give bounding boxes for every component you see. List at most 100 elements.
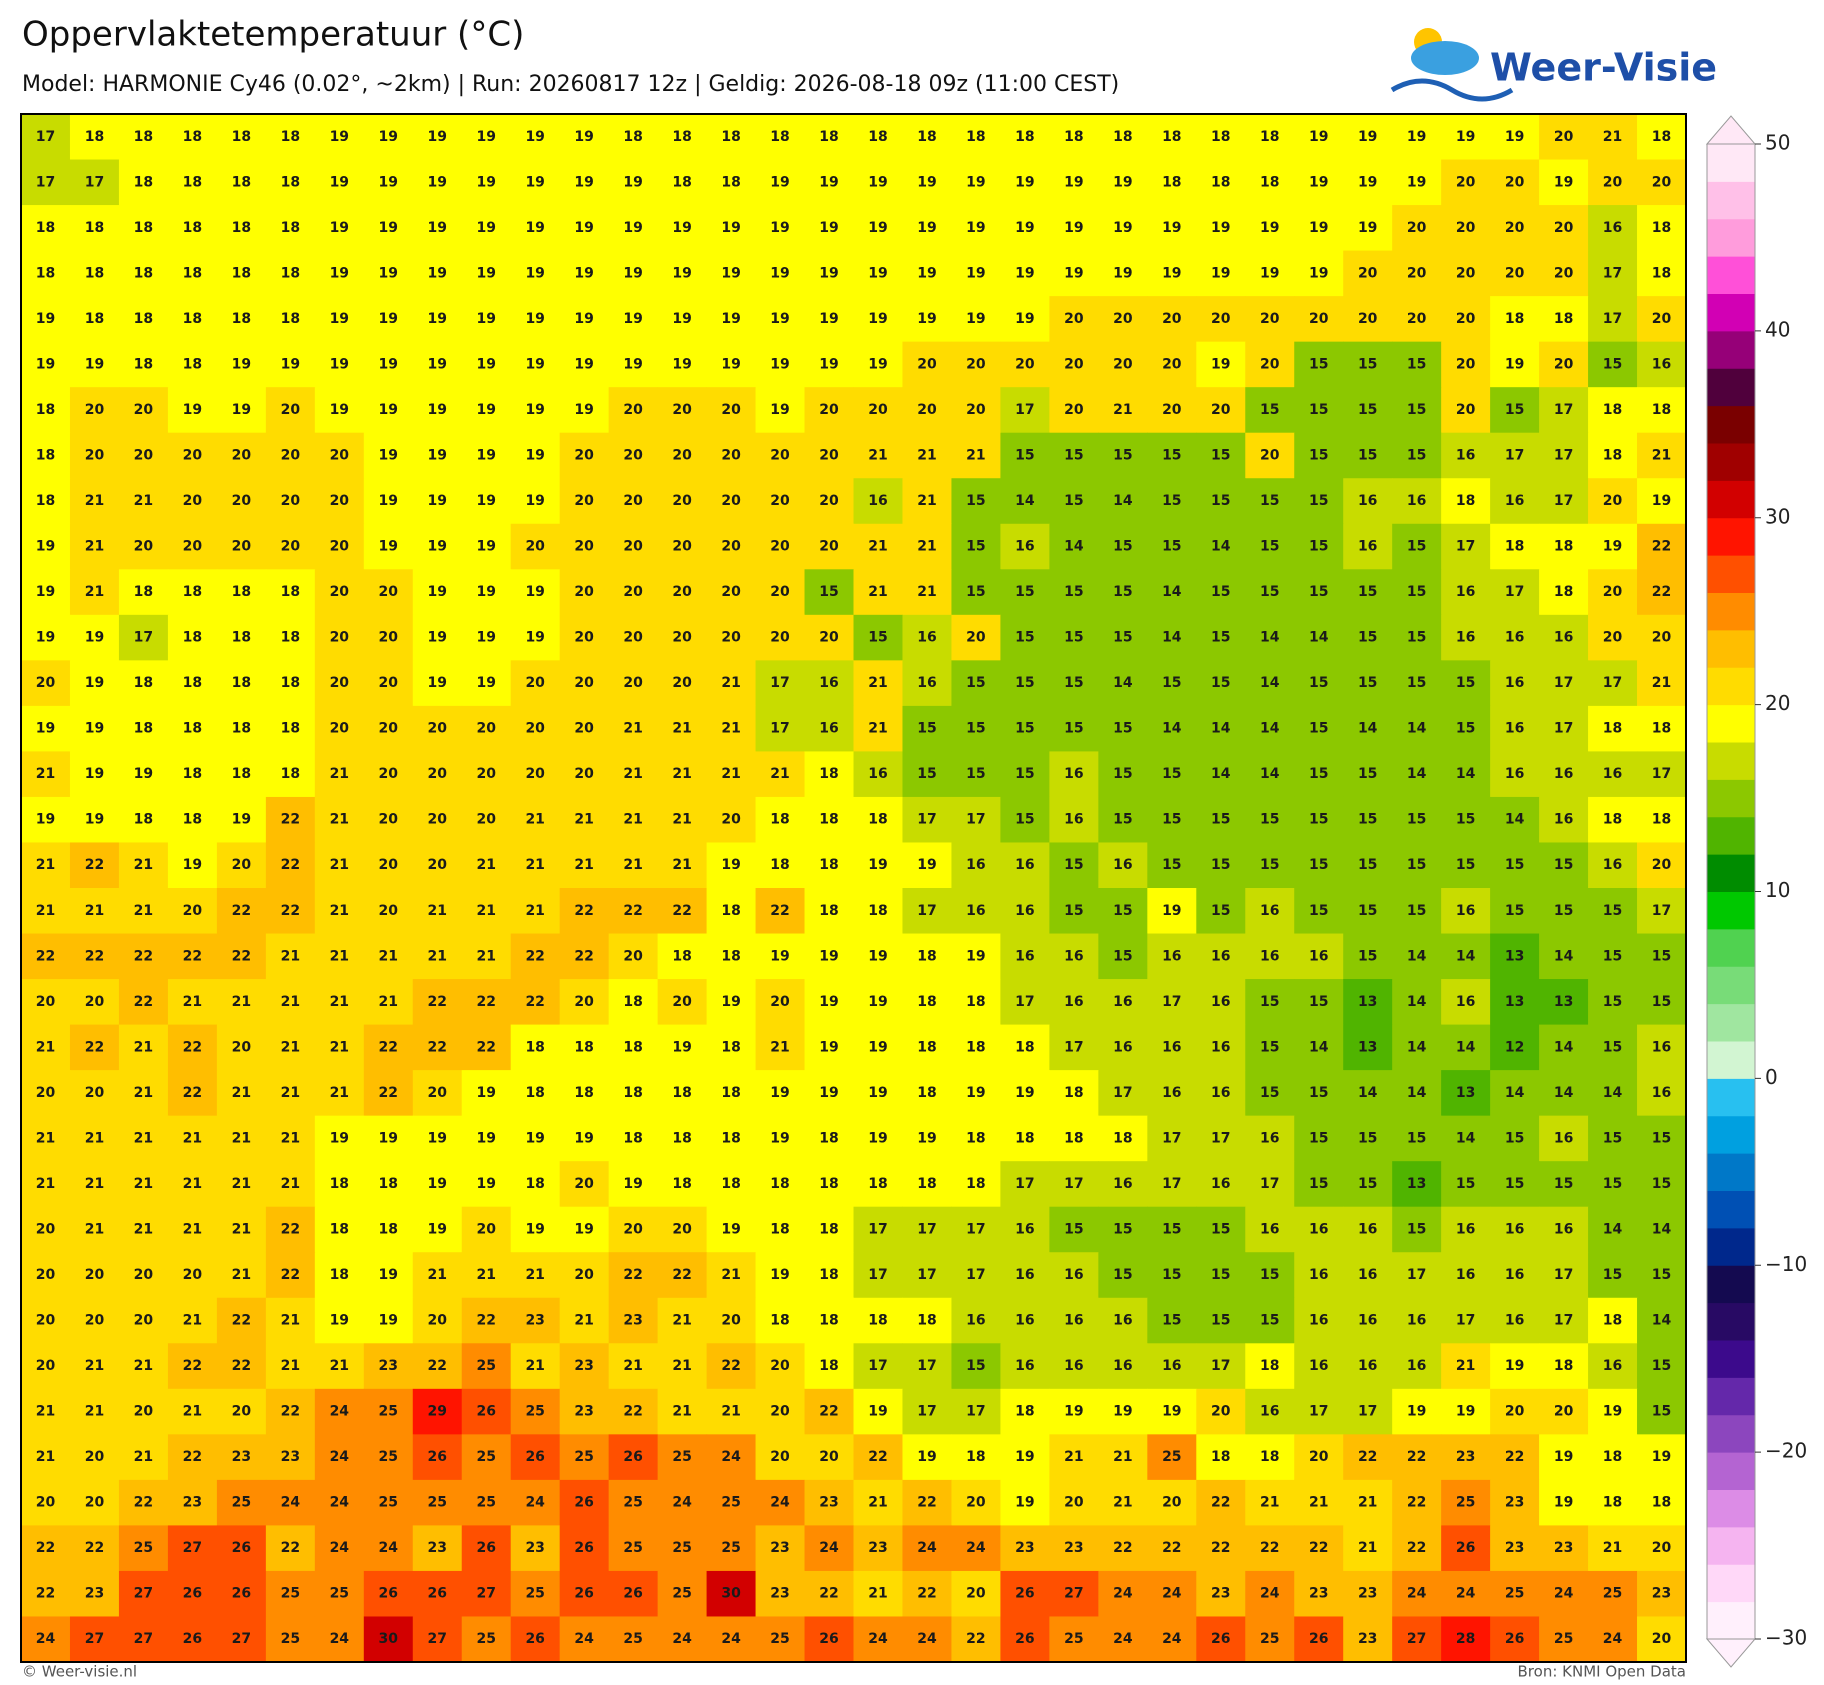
temp-cell	[1539, 114, 1589, 161]
temp-cell	[804, 1024, 854, 1071]
temp-cell	[1196, 933, 1246, 980]
temp-cell	[1637, 205, 1687, 252]
temp-label: 27	[476, 1586, 495, 1602]
temp-label: 19	[1162, 1404, 1181, 1420]
temp-label: 19	[428, 493, 447, 509]
temp-label: 19	[1064, 1404, 1083, 1420]
temp-cell	[706, 660, 757, 707]
temp-label: 20	[1456, 311, 1476, 327]
temp-label: 17	[1260, 1176, 1279, 1192]
temp-label: 22	[1505, 1449, 1524, 1465]
temp-cell	[706, 1206, 757, 1253]
temp-label: 17	[1554, 1313, 1573, 1329]
temp-cell	[1441, 159, 1491, 206]
temp-label: 16	[1407, 1313, 1426, 1329]
temp-label: 23	[868, 1540, 887, 1556]
temp-label: 20	[1358, 265, 1378, 281]
temp-cell	[314, 1388, 365, 1435]
temp-cell	[216, 1024, 267, 1071]
temp-label: 18	[1162, 174, 1181, 190]
temp-label: 20	[134, 1267, 154, 1283]
temp-cell	[1637, 159, 1687, 206]
temp-cell	[951, 1115, 1001, 1162]
temp-cell	[1539, 1570, 1589, 1617]
temp-cell	[412, 1024, 463, 1071]
temp-cell	[1000, 796, 1050, 843]
colorbar-band	[1707, 742, 1755, 780]
temp-cell	[804, 478, 854, 525]
temp-cell	[314, 1252, 365, 1299]
temp-label: 21	[721, 1267, 740, 1283]
temp-cell	[167, 1070, 218, 1117]
temp-label: 19	[476, 356, 495, 372]
temp-label: 25	[379, 1495, 398, 1511]
temp-label: 19	[966, 1085, 985, 1101]
temp-label: 20	[1309, 1449, 1329, 1465]
temp-cell	[1245, 888, 1295, 935]
temp-label: 17	[1407, 1267, 1426, 1283]
temp-label: 21	[623, 812, 642, 828]
temp-label: 20	[966, 402, 986, 418]
temp-label: 21	[36, 1176, 55, 1192]
temp-cell	[461, 1297, 512, 1344]
temp-cell	[1294, 1343, 1344, 1390]
temp-label: 18	[330, 1267, 349, 1283]
temp-cell	[314, 1525, 365, 1572]
temp-cell	[1196, 1252, 1246, 1299]
temp-label: 21	[917, 584, 936, 600]
temp-cell	[853, 1570, 903, 1617]
temp-label: 20	[1505, 220, 1525, 236]
temp-label: 15	[966, 721, 985, 737]
temp-cell	[216, 387, 267, 434]
temp-cell	[1196, 1479, 1246, 1526]
temp-label: 15	[1309, 766, 1328, 782]
temp-cell	[902, 660, 952, 707]
temp-cell	[657, 979, 708, 1026]
temp-cell	[559, 432, 610, 479]
temp-label: 20	[966, 356, 986, 372]
temp-label: 19	[574, 1130, 593, 1146]
temp-label: 18	[1652, 1495, 1671, 1511]
temp-cell	[1539, 478, 1589, 525]
temp-label: 14	[1554, 1085, 1574, 1101]
temp-cell	[559, 1161, 610, 1208]
temp-cell	[167, 523, 218, 570]
temp-label: 23	[1064, 1540, 1083, 1556]
temp-cell	[167, 1252, 218, 1299]
temp-label: 14	[1162, 721, 1182, 737]
temp-label: 19	[770, 948, 789, 964]
temp-label: 19	[1309, 129, 1328, 145]
temp-cell	[412, 888, 463, 935]
temp-label: 24	[1603, 1631, 1623, 1647]
temp-cell	[1245, 1525, 1295, 1572]
temp-label: 20	[574, 539, 594, 555]
temp-cell	[657, 569, 708, 616]
temp-label: 15	[1358, 948, 1377, 964]
temp-cell	[1049, 1479, 1099, 1526]
temp-label: 22	[281, 903, 300, 919]
temp-cell	[608, 205, 659, 252]
temp-cell	[1392, 1161, 1442, 1208]
temp-cell	[1392, 796, 1442, 843]
temp-cell	[363, 114, 414, 161]
temp-label: 15	[1554, 857, 1573, 873]
temp-label: 21	[330, 857, 349, 873]
colorbar-band	[1707, 144, 1755, 182]
temp-cell	[216, 341, 267, 388]
temp-cell	[1441, 1616, 1491, 1663]
temp-cell	[1588, 796, 1638, 843]
temp-label: 20	[85, 1449, 105, 1465]
temp-cell	[657, 1206, 708, 1253]
temp-label: 19	[672, 311, 691, 327]
temp-cell	[510, 1525, 561, 1572]
temp-label: 24	[330, 1449, 350, 1465]
temp-label: 16	[1309, 1221, 1328, 1237]
temp-cell	[559, 705, 610, 752]
temp-cell	[853, 979, 903, 1026]
temp-cell	[559, 1479, 610, 1526]
temp-label: 15	[1407, 1130, 1426, 1146]
temp-cell	[461, 796, 512, 843]
temp-cell	[265, 296, 316, 343]
temp-cell	[69, 569, 120, 616]
temp-cell	[902, 1252, 952, 1299]
